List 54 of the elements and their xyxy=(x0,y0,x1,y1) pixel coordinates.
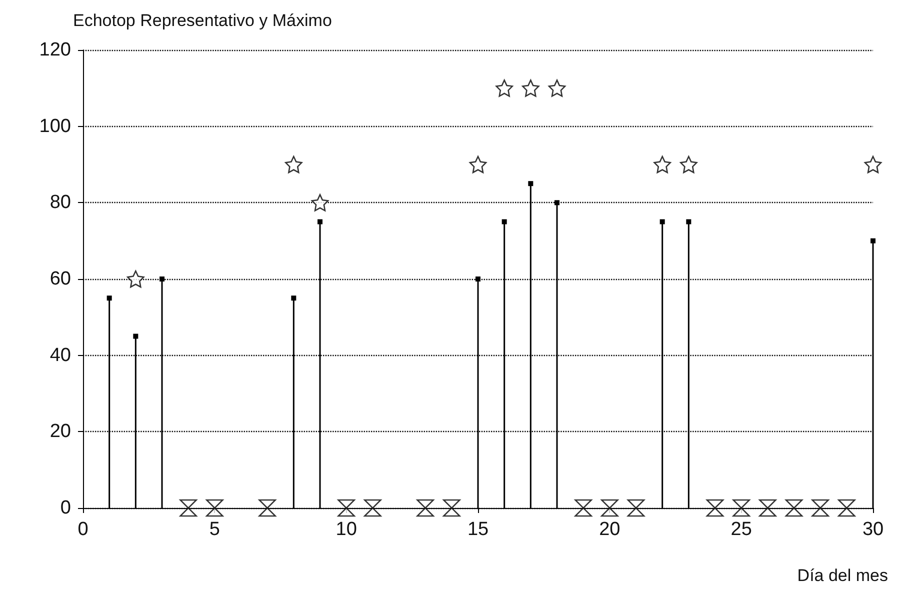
point xyxy=(311,194,329,212)
point xyxy=(759,499,776,517)
point xyxy=(554,200,560,206)
point xyxy=(496,80,513,97)
point xyxy=(574,499,592,517)
point xyxy=(654,156,671,174)
y-tick-label: 80 xyxy=(50,192,71,214)
point xyxy=(548,80,566,97)
point xyxy=(318,219,322,224)
point xyxy=(686,219,692,224)
point xyxy=(627,499,645,517)
point xyxy=(785,499,803,517)
x-tick-label: 25 xyxy=(730,519,752,540)
y-tick-label: 60 xyxy=(50,268,71,290)
point xyxy=(160,276,164,282)
point xyxy=(522,80,540,97)
point xyxy=(416,499,434,517)
point xyxy=(443,499,460,517)
point xyxy=(258,499,276,517)
y-tick-label: 20 xyxy=(50,421,71,442)
point xyxy=(476,276,480,282)
point xyxy=(206,499,224,517)
point xyxy=(127,270,144,288)
point xyxy=(864,156,882,174)
y-tick-label: 40 xyxy=(50,344,71,366)
y-tick-label: 0 xyxy=(60,498,71,518)
x-tick-label: 10 xyxy=(336,519,357,540)
x-axis-title: Día del mes xyxy=(797,566,888,585)
point xyxy=(285,156,302,174)
point xyxy=(502,219,507,224)
point xyxy=(469,156,487,174)
y-tick-label: 120 xyxy=(39,40,71,60)
point xyxy=(732,499,750,517)
x-tick-label: 0 xyxy=(78,519,88,540)
point xyxy=(838,499,856,517)
x-tick-label: 20 xyxy=(599,519,620,540)
point xyxy=(338,499,355,517)
point xyxy=(870,238,876,244)
point xyxy=(180,499,197,517)
point xyxy=(601,499,618,517)
x-tick-label: 5 xyxy=(209,519,220,540)
point xyxy=(706,499,724,517)
y-tick-label: 100 xyxy=(39,116,71,137)
point xyxy=(364,499,382,517)
x-tick-label: 15 xyxy=(467,519,489,540)
point xyxy=(660,219,665,224)
point xyxy=(812,499,829,517)
point xyxy=(680,156,698,174)
x-tick-label: 30 xyxy=(862,519,884,540)
point xyxy=(291,296,296,301)
point xyxy=(106,296,112,301)
point xyxy=(133,334,138,339)
point xyxy=(528,181,534,186)
y-axis-title: Echotop Representativo y Máximo xyxy=(73,11,332,30)
